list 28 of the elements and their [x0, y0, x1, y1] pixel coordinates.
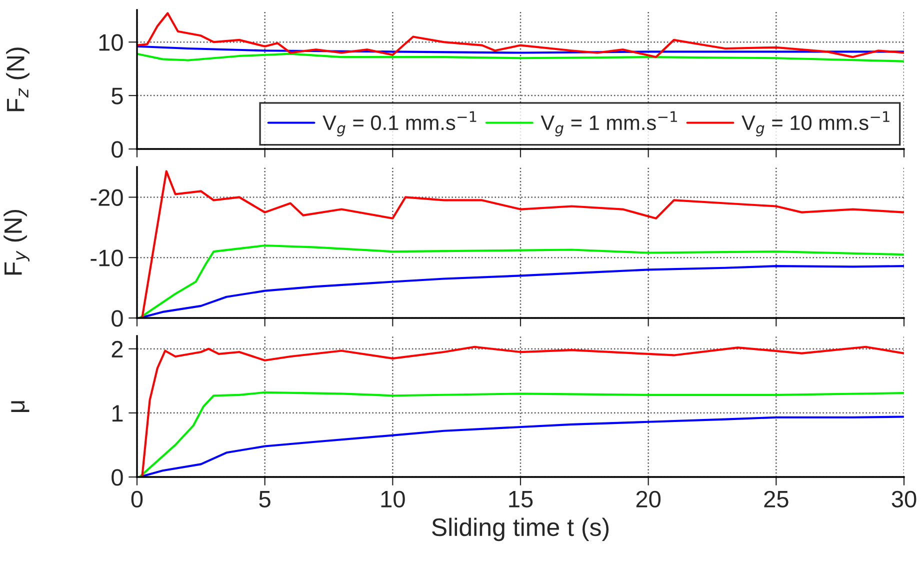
y-tick-label: 1: [112, 405, 123, 422]
y-tick-label: 5: [112, 88, 123, 104]
legend-label: V$_{g}$ = 10 mm.s$^{−1}$: [742, 111, 890, 136]
x-tick-label: 10: [381, 490, 405, 508]
line-series: [137, 12, 904, 58]
y-axis-title: μ: [11, 401, 30, 412]
y-tick-label: 0: [112, 469, 123, 486]
legend-label: V$_{g}$ = 0.1 mm.s$^{−1}$: [322, 111, 476, 136]
y-axis-title: F$_{z}$ (N): [6, 48, 30, 112]
x-tick-label: 20: [636, 490, 661, 508]
y-axis-title: F$_{y}$ (N): [4, 210, 30, 275]
y-tick-label: 0: [112, 141, 123, 158]
y-tick-label: 2: [112, 340, 123, 358]
line-series: [141, 346, 904, 477]
x-tick-label: 5: [259, 491, 270, 508]
line-series: [141, 170, 904, 318]
line-series: [137, 45, 904, 54]
x-tick-label: 25: [764, 490, 788, 508]
y-tick-label: 0: [112, 310, 123, 327]
legend-label: V$_{g}$ = 1 mm.s$^{−1}$: [540, 111, 677, 136]
x-tick-label: 30: [892, 490, 916, 508]
line-series: [137, 52, 904, 62]
x-tick-label: 0: [131, 490, 143, 508]
y-tick-label: -10: [90, 250, 123, 266]
x-tick-label: 15: [509, 491, 533, 508]
x-axis-title: Sliding time t (s): [432, 518, 609, 542]
y-tick-label: 10: [99, 34, 123, 51]
y-tick-label: -20: [90, 189, 123, 206]
